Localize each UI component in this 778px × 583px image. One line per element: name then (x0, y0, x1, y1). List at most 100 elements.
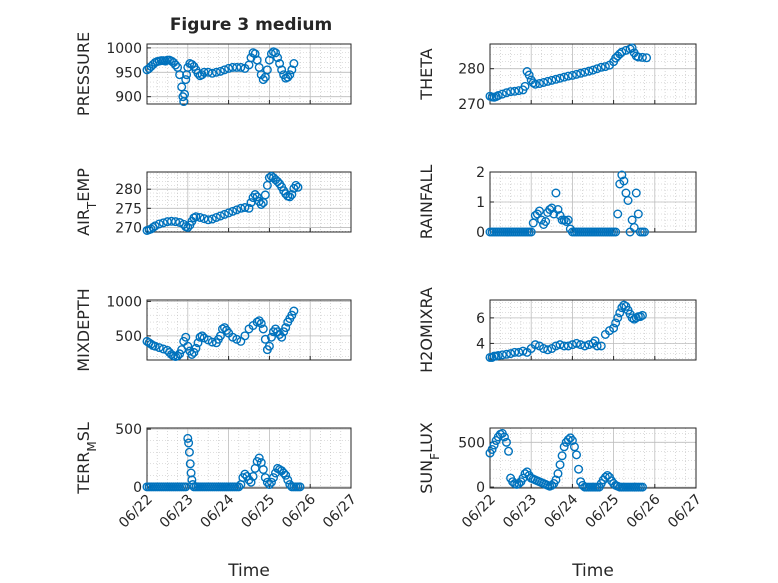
data-point (254, 453, 264, 463)
data-point (621, 188, 631, 198)
ylabel-main: RAINFALL (417, 165, 436, 240)
data-point (572, 69, 582, 79)
data-point (543, 76, 553, 86)
data-point (541, 216, 551, 226)
data-point (592, 64, 602, 74)
data-point (154, 219, 164, 229)
data-point (224, 208, 234, 218)
xtick-label: 06/22 (459, 492, 499, 532)
data-point (559, 215, 569, 225)
data-point (283, 475, 293, 485)
ylabel: THETA (417, 48, 436, 100)
data-point (551, 188, 561, 198)
subplot-mixdepth: 500 1000 MIXDEPTH (74, 288, 352, 372)
data-point (627, 313, 637, 323)
ylabel-main: PRESSURE (74, 32, 93, 116)
data-point (528, 78, 538, 88)
subplot-terr_msl: 0 500 TERRMSL 06/22 06/23 06/24 06/25 06/26 06/2… (74, 422, 360, 581)
data-point (553, 469, 563, 479)
data-point (501, 88, 511, 98)
data-point (613, 209, 623, 219)
ylabel-rest: LUX (417, 422, 436, 453)
data-point (191, 343, 201, 353)
figure-title: Figure 3 medium (170, 15, 332, 35)
xlabel: Time (227, 561, 270, 581)
data-point (590, 336, 600, 346)
ylabel-main: AIR (74, 209, 93, 236)
data-point (240, 203, 250, 213)
data-point (596, 341, 606, 351)
xtick-label: 06/25 (583, 492, 623, 532)
data-point (584, 340, 594, 350)
data-point (559, 341, 569, 351)
data-point (283, 72, 293, 82)
data-point (228, 206, 238, 216)
data-point (252, 317, 262, 327)
data-point (217, 324, 227, 334)
data-point (277, 332, 287, 342)
data-point (171, 60, 181, 70)
data-point (613, 313, 623, 323)
ylabel: H2OMIXRA (417, 287, 436, 373)
data-point (285, 70, 295, 80)
xtick-label: 06/24 (198, 491, 238, 531)
data-point (281, 470, 291, 480)
data-point (578, 480, 588, 490)
ylabel-main: THETA (417, 48, 436, 100)
data-point (611, 227, 621, 237)
data-point (576, 68, 586, 78)
data-point (191, 212, 201, 222)
data-point (609, 323, 619, 333)
data-point (637, 310, 647, 320)
data-point (520, 469, 530, 479)
data-point (177, 82, 187, 92)
xtick-label: 06/22 (116, 492, 156, 532)
data-point (207, 214, 217, 224)
data-point (497, 89, 507, 99)
data-point (493, 351, 503, 361)
data-point (195, 212, 205, 222)
data-point (572, 338, 582, 348)
data-point (497, 350, 507, 360)
ytick-label: 0 (133, 480, 142, 496)
data-point (547, 203, 557, 213)
data-point (173, 351, 183, 361)
data-point (211, 67, 221, 77)
data-point (487, 352, 497, 362)
data-point (266, 49, 276, 59)
data-point (279, 468, 289, 478)
data-point (489, 440, 499, 450)
data-point (530, 340, 540, 350)
data-point (258, 465, 268, 475)
ylabel: AIRTEMP (74, 168, 99, 236)
ylabel: PRESSURE (74, 32, 93, 116)
axes-box (146, 171, 352, 233)
data-point (158, 218, 168, 228)
data-point (234, 482, 244, 492)
data-point (250, 49, 260, 59)
data-point (553, 204, 563, 214)
ytick-label: 2 (476, 165, 485, 181)
ylabel-rest: EMP (74, 168, 93, 202)
data-point (580, 67, 590, 77)
data-point (264, 173, 274, 183)
data-point (510, 347, 520, 357)
data-point (551, 475, 561, 485)
data-point (289, 59, 299, 69)
data-point (281, 323, 291, 333)
data-point (520, 81, 530, 91)
data-point (154, 343, 164, 353)
data-point (215, 66, 225, 76)
data-point (195, 332, 205, 342)
data-point (580, 341, 590, 351)
ytick-label: 6 (476, 311, 485, 327)
data-point (258, 324, 268, 334)
data-point (559, 442, 569, 452)
data-point (266, 332, 276, 342)
data-point (287, 65, 297, 75)
axes-box (146, 299, 352, 361)
ytick-label: 1000 (106, 41, 142, 57)
data-point (277, 65, 287, 75)
